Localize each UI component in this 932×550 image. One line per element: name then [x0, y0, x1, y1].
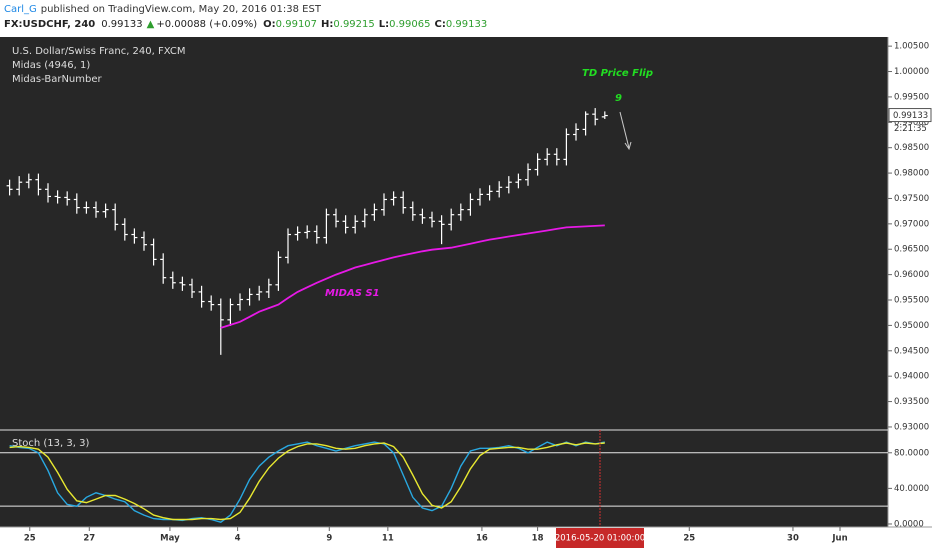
header-line2: FX:USDCHF, 240 0.99133 ▲ +0.00088 (+0.09%) O…	[4, 19, 487, 30]
header-bg	[0, 0, 932, 37]
y-tick-label: 0.99500	[894, 92, 929, 102]
y-tick-label: 0.95500	[894, 296, 929, 306]
series-line	[220, 224, 605, 329]
y-tick-label: 0.94000	[894, 372, 929, 382]
quote-label: C:	[435, 19, 446, 30]
quote-value: 0.99065	[389, 19, 430, 30]
y-tick-label: 0.93500	[894, 397, 929, 407]
time-axis-bg	[0, 527, 932, 550]
quote-value: 0.99107	[276, 19, 317, 30]
change: +0.00088 (+0.09%)	[156, 19, 257, 30]
annotation-arrow	[619, 111, 630, 149]
x-tick-label: 27	[83, 534, 95, 544]
series-line	[9, 441, 605, 523]
stoch-title: Stoch (13, 3, 3)	[12, 438, 89, 449]
y-tick-label: 1.00500	[894, 42, 929, 52]
header-line1: Carl_G published on TradingView.com, May …	[4, 4, 322, 15]
y-tick-label: 0.97500	[894, 194, 929, 204]
y-tick-label: 0.99000	[894, 118, 929, 128]
y-tick-label: 80.0000	[894, 448, 929, 458]
y-tick-label: 0.98500	[894, 143, 929, 153]
x-tick-label: 25	[24, 534, 36, 544]
indicator-label: Midas (4946, 1)	[12, 60, 90, 71]
last: 0.99133	[101, 19, 142, 30]
last-price-label: 0.99133	[893, 111, 928, 121]
x-tick-label: May	[160, 534, 180, 544]
annotation: 9	[615, 93, 622, 104]
x-tick-label: 16	[476, 534, 488, 544]
x-tick-label: 30	[787, 534, 799, 544]
indicator-label: Midas-BarNumber	[12, 74, 103, 85]
cursor-label: 2016-05-20 01:00:00	[555, 534, 645, 544]
annotation: TD Price Flip	[582, 68, 653, 79]
y-tick-label: 0.96500	[894, 245, 929, 255]
x-tick-label: 4	[235, 534, 241, 544]
quote-value: 0.99215	[333, 19, 374, 30]
x-tick-label: Jun	[831, 534, 847, 544]
y-tick-label: 40.0000	[894, 484, 929, 494]
chart-title: U.S. Dollar/Swiss Franc, 240, FXCM	[12, 46, 185, 57]
plot-bg	[0, 37, 888, 527]
y-tick-label: 1.00000	[894, 67, 929, 77]
annotation-arrowhead	[624, 141, 632, 151]
y-tick-label: 0.95000	[894, 321, 929, 331]
y-tick-label: 0.96000	[894, 270, 929, 280]
x-tick-label: 9	[326, 534, 332, 544]
series-label: MIDAS S1	[325, 288, 380, 299]
x-tick-label: 18	[532, 534, 544, 544]
author[interactable]: Carl_G	[4, 4, 37, 15]
quote-value: 0.99133	[446, 19, 487, 30]
quote-label: H:	[321, 19, 333, 30]
cursor-box	[556, 528, 644, 548]
last-price-box	[888, 108, 932, 123]
x-tick-label: 11	[382, 534, 394, 544]
quote-label: O:	[263, 19, 276, 30]
y-tick-label: 0.0000	[894, 519, 924, 529]
y-tick-label: 0.98000	[894, 169, 929, 179]
quote-label: L:	[379, 19, 389, 30]
y-tick-label: 0.94500	[894, 346, 929, 356]
published: published on TradingView.com, May 20, 20…	[41, 4, 322, 15]
up-icon: ▲	[147, 19, 155, 30]
symbol: FX:USDCHF, 240	[4, 19, 95, 30]
series-line	[9, 442, 605, 521]
x-tick-label: 25	[683, 534, 695, 544]
countdown: 2:21:35	[894, 124, 927, 134]
y-tick-label: 0.93000	[894, 422, 929, 432]
y-tick-label: 0.97000	[894, 219, 929, 229]
